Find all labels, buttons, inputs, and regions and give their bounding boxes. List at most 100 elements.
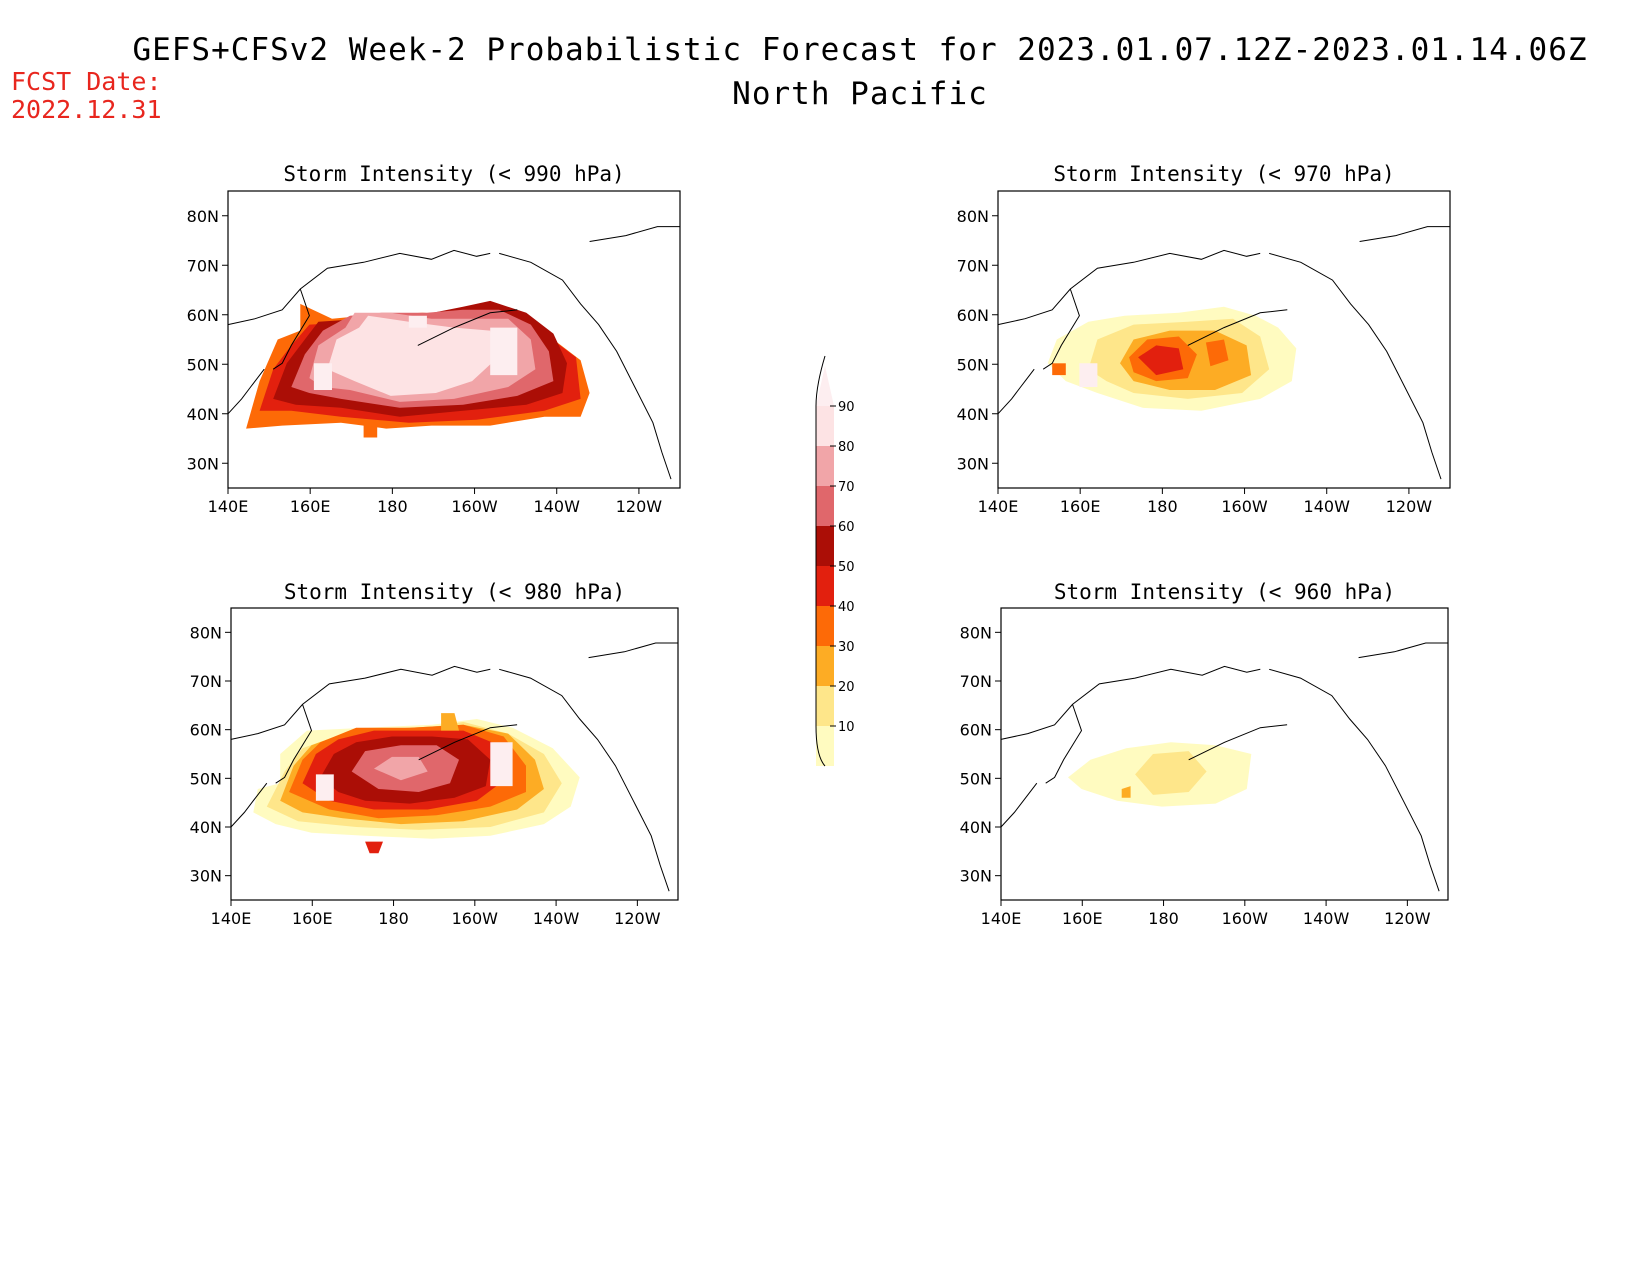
colorbar-label: 80 <box>838 440 855 455</box>
coastline <box>227 368 265 415</box>
lat-label: 50N <box>957 355 989 374</box>
colorbar-label: 90 <box>838 400 855 415</box>
lon-label: 140W <box>1304 497 1351 516</box>
colorbar-label: 40 <box>838 600 855 615</box>
coastline <box>997 249 1261 326</box>
colorbar-label: 60 <box>838 520 855 535</box>
coastline <box>499 252 672 480</box>
lat-label: 70N <box>187 256 219 275</box>
fcst-date-value: 2022.12.31 <box>11 95 162 124</box>
lon-label: 160W <box>1222 909 1269 928</box>
lat-label: 40N <box>190 818 222 837</box>
coastline <box>1045 704 1083 784</box>
lon-label: 180 <box>378 909 409 928</box>
map-frame <box>1000 607 1449 901</box>
lon-label: 160E <box>292 909 333 928</box>
colorbar-segment <box>816 646 834 686</box>
lat-label: 60N <box>187 306 219 325</box>
lat-label: 80N <box>187 207 219 226</box>
lon-label: 140E <box>978 497 1019 516</box>
colorbar-segment <box>816 686 834 726</box>
coastline <box>227 249 491 326</box>
lat-label: 80N <box>960 623 992 642</box>
lon-label: 140W <box>1303 909 1350 928</box>
probability-region <box>315 774 334 801</box>
probability-region <box>1121 786 1131 798</box>
probability-region <box>1138 345 1184 376</box>
lat-label: 80N <box>190 623 222 642</box>
lon-label: 180 <box>1147 497 1178 516</box>
panel-title: Storm Intensity (< 990 hPa) <box>283 162 624 186</box>
colorbar-segment <box>816 486 834 526</box>
main-title: GEFS+CFSv2 Week-2 Probabilistic Forecast… <box>132 32 1588 68</box>
probability-region <box>313 363 332 390</box>
probability-region <box>1205 339 1229 367</box>
lon-label: 160E <box>290 497 331 516</box>
map-panel-p980: Storm Intensity (< 980 hPa) 80N 70N 60N 50N 4… <box>190 580 679 928</box>
lat-label: 50N <box>187 355 219 374</box>
map-panel-p990: Storm Intensity (< 990 hPa) 80N 70N 60N 50N 4… <box>187 162 681 516</box>
coastline <box>1000 782 1038 828</box>
coastline <box>499 668 670 892</box>
map-frame <box>227 190 681 489</box>
lon-label: 120W <box>1384 909 1431 928</box>
probability-region <box>327 315 495 396</box>
panel-title: Storm Intensity (< 970 hPa) <box>1053 162 1394 186</box>
probability-region <box>490 742 513 787</box>
lon-label: 140W <box>534 497 581 516</box>
lat-label: 40N <box>957 405 989 424</box>
lat-label: 60N <box>190 721 222 740</box>
probability-region <box>1079 363 1098 387</box>
colorbar-segment <box>816 406 834 446</box>
lat-label: 40N <box>960 818 992 837</box>
probability-region <box>441 713 459 731</box>
panel-title: Storm Intensity (< 960 hPa) <box>1054 580 1395 604</box>
coastline <box>1000 665 1261 740</box>
colorbar-segment <box>816 606 834 646</box>
map-panel-p970: Storm Intensity (< 970 hPa) 80N 70N 60N 50N 4… <box>957 162 1451 516</box>
colorbar-segment <box>816 526 834 566</box>
coastline <box>1188 724 1288 761</box>
coastline <box>272 288 310 370</box>
probability-region <box>365 841 383 854</box>
colorbar-label: 20 <box>838 680 855 695</box>
lat-label: 60N <box>960 721 992 740</box>
lat-label: 50N <box>960 769 992 788</box>
lon-label: 120W <box>614 909 661 928</box>
map-frame <box>997 190 1451 489</box>
coastline <box>1269 252 1442 480</box>
colorbar-label: 10 <box>838 720 855 735</box>
lon-label: 140E <box>981 909 1022 928</box>
lat-label: 30N <box>190 867 222 886</box>
probability-region <box>374 756 428 781</box>
lon-label: 180 <box>377 497 408 516</box>
colorbar-segment <box>816 446 834 486</box>
coastline <box>275 704 313 784</box>
lat-label: 60N <box>957 306 989 325</box>
coastline <box>418 724 518 761</box>
lon-label: 120W <box>1386 497 1433 516</box>
lat-label: 80N <box>957 207 989 226</box>
coastline <box>1358 642 1448 659</box>
probability-region <box>363 422 378 438</box>
lon-label: 160W <box>1221 497 1268 516</box>
probability-region <box>490 327 518 376</box>
colorbar-label: 50 <box>838 560 855 575</box>
coastline <box>589 226 680 242</box>
lat-label: 70N <box>190 672 222 691</box>
lat-label: 30N <box>960 867 992 886</box>
lon-label: 160W <box>451 497 498 516</box>
lat-label: 70N <box>957 256 989 275</box>
lon-label: 120W <box>616 497 663 516</box>
coastline <box>1269 668 1440 892</box>
region-subtitle: North Pacific <box>732 76 988 112</box>
colorbar-segment <box>816 366 834 406</box>
coastline <box>1187 309 1288 346</box>
probability-region <box>1052 363 1066 376</box>
lon-label: 160E <box>1060 497 1101 516</box>
colorbar: 10 20 30 40 50 60 70 80 90 <box>815 355 855 767</box>
lat-label: 30N <box>957 454 989 473</box>
colorbar-label: 70 <box>838 480 855 495</box>
lon-label: 160W <box>452 909 499 928</box>
